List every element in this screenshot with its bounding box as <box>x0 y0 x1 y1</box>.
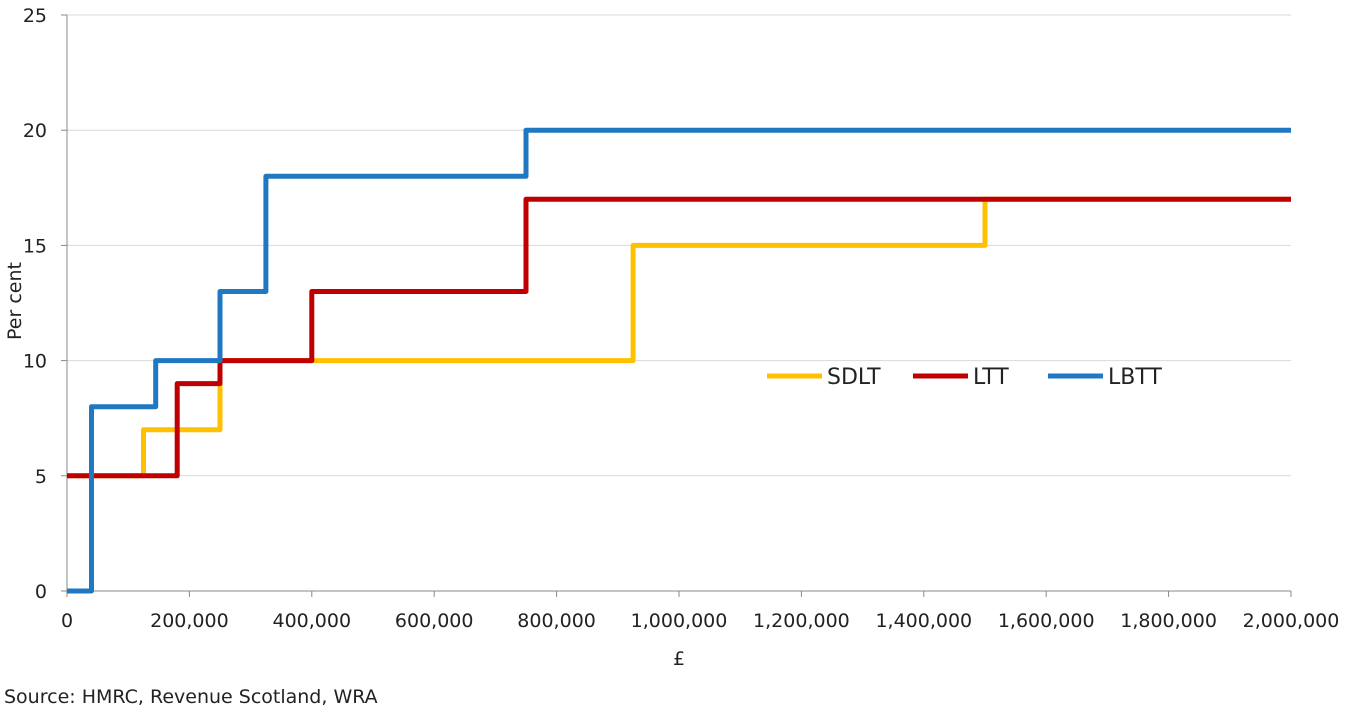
y-tick-label: 20 <box>23 120 47 142</box>
legend-label-lbtt: LBTT <box>1108 365 1162 390</box>
axes <box>61 14 1292 597</box>
y-tick-label: 15 <box>23 235 47 257</box>
x-tick-label: 1,600,000 <box>998 610 1095 632</box>
series-lines <box>67 127 1291 594</box>
x-tick-label: 0 <box>61 610 73 632</box>
x-axis-title: £ <box>673 648 685 670</box>
y-tick-label: 25 <box>23 5 47 27</box>
legend: SDLT LTT LBTT <box>767 365 1162 390</box>
x-tick-label: 2,000,000 <box>1243 610 1340 632</box>
series-line-sdlt <box>67 196 1291 479</box>
y-tick-label: 0 <box>35 581 47 603</box>
x-tick-label: 400,000 <box>273 610 352 632</box>
x-tick-label: 1,000,000 <box>631 610 728 632</box>
x-tick-label: 1,200,000 <box>753 610 850 632</box>
x-tick-label: 1,800,000 <box>1120 610 1217 632</box>
x-tick-label: 1,400,000 <box>875 610 972 632</box>
legend-label-sdlt: SDLT <box>827 365 881 390</box>
series-line-lbtt <box>67 127 1291 594</box>
series-line-ltt <box>67 196 1291 479</box>
y-axis-title: Per cent <box>4 262 26 340</box>
y-tick-label: 5 <box>35 466 47 488</box>
x-tick-label: 600,000 <box>395 610 474 632</box>
legend-label-ltt: LTT <box>973 365 1009 390</box>
tick-labels: 0 5 10 15 20 25 0 200,000 400,000 600,000 800,000 1… <box>23 5 1340 632</box>
x-tick-label: 800,000 <box>517 610 596 632</box>
x-tick-label: 200,000 <box>150 610 229 632</box>
y-tick-label: 10 <box>23 351 47 373</box>
source-note: Source: HMRC, Revenue Scotland, WRA <box>4 686 378 708</box>
